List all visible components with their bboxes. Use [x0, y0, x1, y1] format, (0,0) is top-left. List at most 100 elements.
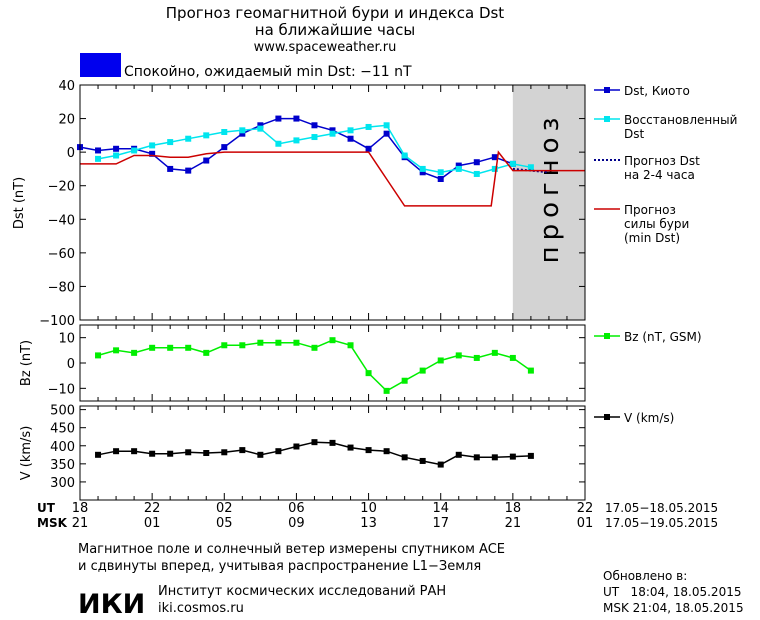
v-point — [239, 447, 246, 454]
msk-tick-label: 09 — [288, 516, 305, 531]
v-point — [347, 444, 354, 451]
dst-series-line-3 — [80, 150, 585, 207]
ut-axis-label: UT — [37, 501, 56, 515]
legend-dst-forecast: Прогноз Dst на 2-4 часа — [594, 154, 700, 182]
v-y-tick-label: 350 — [50, 458, 75, 473]
v-point — [383, 448, 390, 455]
v-point — [95, 451, 102, 458]
dst-point — [185, 167, 192, 174]
bz-point — [329, 337, 336, 344]
legend: Dst, Киото Восстановленный Dst Прогноз Ds… — [594, 84, 737, 425]
v-point — [221, 449, 228, 456]
msk-tick-label: 13 — [360, 516, 377, 531]
bz-point — [419, 367, 426, 374]
bz-y-tick-label: 0 — [67, 357, 75, 372]
dst-point — [311, 134, 318, 141]
dst-panel: прогноз 40 20 0 −20 −40 −60 −80 −100 Dst (nT) — [12, 79, 586, 329]
bz-point — [257, 339, 264, 346]
dst-y-tick-label: −80 — [48, 280, 75, 295]
updated-msk: MSK 21:04, 18.05.2015 — [603, 601, 744, 615]
v-point — [203, 450, 210, 456]
dst-point — [95, 147, 102, 154]
bz-point — [437, 357, 444, 364]
legend-dst-forecast-label: Прогноз Dst на 2-4 часа — [624, 154, 700, 182]
dst-point — [113, 152, 120, 159]
dst-point — [455, 162, 462, 169]
legend-restored-dst: Восстановленный Dst — [594, 113, 737, 141]
dst-point — [149, 142, 156, 149]
v-point — [275, 448, 282, 455]
msk-tick-label: 21 — [72, 516, 89, 531]
dst-point — [329, 130, 336, 137]
v-point — [509, 453, 516, 460]
v-point — [113, 448, 120, 455]
dst-series-line-1 — [97, 124, 532, 175]
bz-point — [221, 342, 228, 349]
v-point — [185, 449, 192, 456]
msk-tick-label: 21 — [505, 516, 522, 531]
dst-point — [419, 165, 426, 172]
dst-point — [185, 135, 192, 142]
ut-tick-label: 18 — [72, 501, 89, 516]
chart-title-line1: Прогноз геомагнитной бури и индекса Dst — [166, 4, 505, 22]
bz-point — [311, 344, 318, 351]
dst-point — [293, 137, 300, 144]
dst-point — [257, 125, 264, 132]
bz-point — [293, 339, 300, 346]
ut-tick-label: 10 — [360, 501, 377, 516]
legend-dst-kyoto-label: Dst, Киото — [624, 84, 690, 98]
msk-tick-label: 01 — [144, 516, 161, 531]
time-axis: UT MSK 18212201020506091013141718212201 … — [37, 501, 718, 531]
footer-note-line1: Магнитное поле и солнечный ветер измерен… — [78, 542, 505, 557]
institute-url[interactable]: iki.cosmos.ru — [158, 601, 244, 616]
status-color-swatch — [80, 53, 121, 77]
dst-point — [239, 130, 246, 137]
bz-panel: 10 0 −10 Bz (nT) — [19, 324, 586, 402]
msk-axis-label: MSK — [37, 516, 68, 530]
dst-point — [365, 145, 372, 152]
dst-point — [419, 169, 426, 176]
dst-point — [203, 157, 210, 164]
v-point — [419, 457, 426, 464]
bz-point — [365, 370, 372, 377]
source-url: www.spaceweather.ru — [254, 40, 397, 55]
bz-point — [527, 367, 534, 374]
ut-date-range: 17.05−18.05.2015 — [605, 501, 718, 515]
v-point — [473, 454, 480, 461]
bz-point — [509, 354, 516, 361]
bz-y-axis-label: Bz (nT) — [19, 340, 34, 386]
dst-point — [275, 115, 282, 122]
v-point — [293, 443, 300, 450]
dst-point — [167, 165, 174, 172]
dst-point — [131, 147, 138, 154]
msk-date-range: 17.05−19.05.2015 — [605, 516, 718, 530]
dst-point — [203, 132, 210, 139]
bz-point — [167, 344, 174, 351]
dst-point — [383, 122, 390, 129]
v-point — [311, 439, 318, 446]
dst-forecast-region — [512, 85, 585, 320]
dst-point — [401, 152, 408, 159]
v-y-tick-label: 400 — [50, 440, 75, 455]
footer-note-line2: и сдвинуты вперед, учитывая распростране… — [78, 559, 481, 574]
dst-point — [473, 159, 480, 166]
dst-y-tick-label: −100 — [39, 314, 75, 329]
v-point — [491, 454, 498, 461]
dst-point — [473, 170, 480, 177]
dst-y-tick-label: −60 — [48, 247, 75, 262]
bz-point — [113, 347, 120, 354]
dst-point — [221, 129, 228, 135]
dst-point — [527, 164, 534, 171]
bz-point — [401, 377, 408, 384]
legend-dst-kyoto: Dst, Киото — [594, 84, 690, 98]
status-text: Спокойно, ожидаемый min Dst: −11 nT — [124, 64, 412, 80]
legend-storm-forecast-label: Прогноз силы бури (min Dst) — [624, 203, 689, 245]
dst-y-tick-label: −20 — [48, 180, 75, 195]
bz-point — [383, 387, 390, 394]
v-point — [455, 451, 462, 458]
bz-plot-frame — [79, 324, 586, 402]
bz-point — [473, 354, 480, 361]
msk-tick-label: 05 — [216, 516, 233, 531]
v-y-axis-label: V (km/s) — [19, 426, 34, 481]
legend-v-label: V (km/s) — [624, 411, 674, 425]
